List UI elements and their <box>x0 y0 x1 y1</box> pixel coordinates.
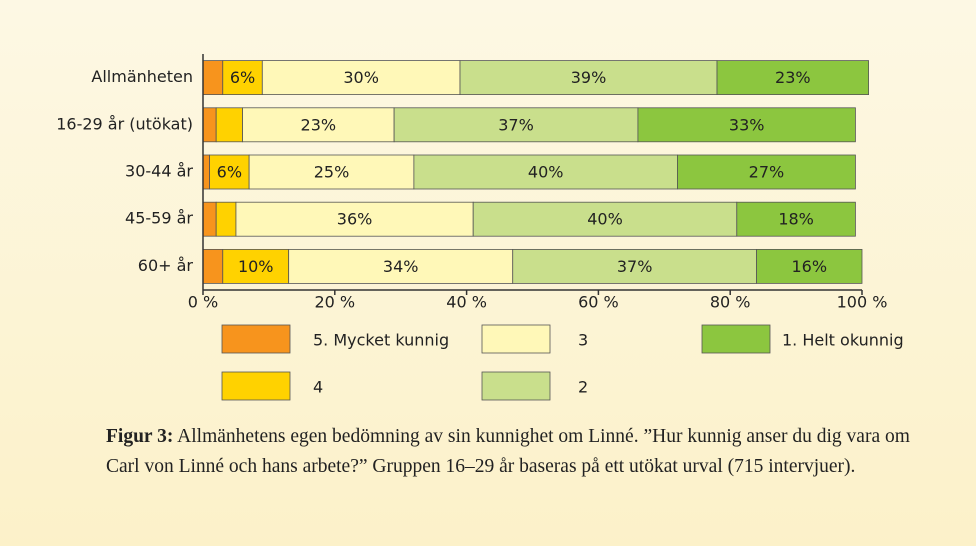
value-label: 23% <box>301 115 337 134</box>
value-label: 10% <box>238 257 274 276</box>
x-tick-label: 100 % <box>837 293 888 312</box>
y-tick-label: 16-29 år (utökat) <box>56 114 193 133</box>
bar-segment <box>215 107 243 143</box>
bar-segment <box>637 107 856 143</box>
value-label: 34% <box>383 257 419 276</box>
bar-segment <box>472 201 738 237</box>
value-label: 30% <box>343 68 379 87</box>
caption-label: Figur 3: <box>106 426 174 447</box>
bar-segment <box>512 248 757 284</box>
y-tick-label: 60+ år <box>138 256 194 275</box>
bar-segment <box>202 107 217 143</box>
bar-segment <box>248 154 415 190</box>
caption-text: Allmänhetens egen bedömning av sin kunni… <box>106 426 910 477</box>
x-tick-label: 60 % <box>578 293 619 312</box>
bar-segment <box>716 60 869 95</box>
bar-segment <box>736 201 856 237</box>
bar-segment <box>209 154 250 190</box>
value-label: 18% <box>778 210 814 229</box>
legend-label: 5. Mycket kunnig <box>313 331 449 350</box>
legend-label: 2 <box>578 378 588 397</box>
value-label: 27% <box>749 163 785 182</box>
bar-segment <box>393 107 639 143</box>
bar-segment <box>288 248 514 284</box>
value-label: 25% <box>314 163 350 182</box>
x-tick-label: 0 % <box>188 293 218 312</box>
value-label: 36% <box>337 210 373 229</box>
value-label: 16% <box>791 257 827 276</box>
bar-segment <box>413 154 678 190</box>
bar-segment <box>202 201 217 237</box>
bar-segment <box>677 154 856 190</box>
caption: Figur 3: Allmänhetens egen bedömning av … <box>106 422 946 482</box>
legend-swatch <box>701 324 771 354</box>
bar-segment <box>202 60 224 95</box>
x-tick-label: 40 % <box>446 293 487 312</box>
value-label: 33% <box>729 115 765 134</box>
bar-segment <box>235 201 474 237</box>
legend-label: 1. Helt okunnig <box>782 331 904 350</box>
legend-swatch <box>481 371 551 401</box>
bar-segment <box>756 248 863 284</box>
legend-swatch <box>221 324 291 354</box>
bar-segment <box>261 60 461 95</box>
bar-segment <box>215 201 237 237</box>
value-label: 39% <box>571 68 607 87</box>
value-label: 40% <box>587 210 623 229</box>
bar-segment <box>222 60 263 95</box>
bar-segment <box>202 248 224 284</box>
legend-swatch <box>481 324 551 354</box>
legend-label: 3 <box>578 331 588 350</box>
bar-segment <box>459 60 718 95</box>
value-label: 40% <box>528 163 564 182</box>
legend-label: 4 <box>313 378 323 397</box>
value-label: 6% <box>230 68 255 87</box>
x-tick-label: 20 % <box>314 293 355 312</box>
value-label: 23% <box>775 68 811 87</box>
bar-segment <box>242 107 395 143</box>
y-tick-label: 45-59 år <box>125 209 193 228</box>
value-label: 6% <box>217 163 242 182</box>
legend-swatch <box>221 371 291 401</box>
x-tick-label: 80 % <box>710 293 751 312</box>
y-tick-label: 30-44 år <box>125 162 193 181</box>
chart: Allmänheten 6% 30% 39% 23% 16-29 år (utökat) 2… <box>56 54 904 401</box>
value-label: 37% <box>617 257 653 276</box>
bar-segment <box>202 154 210 190</box>
value-label: 37% <box>498 115 534 134</box>
y-tick-label: Allmänheten <box>91 67 193 86</box>
